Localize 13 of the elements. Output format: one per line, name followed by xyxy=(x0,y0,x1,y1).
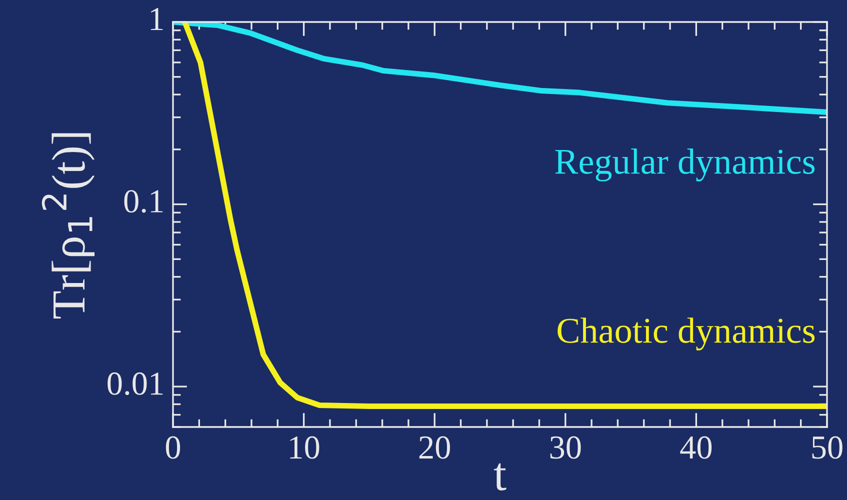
x-axis-title: t xyxy=(494,463,506,490)
y-tick-label: 1 xyxy=(150,8,163,30)
x-tick-label: 10 xyxy=(290,436,320,459)
x-tick-label: 20 xyxy=(419,436,450,459)
x-tick-label: 40 xyxy=(680,436,712,459)
x-tick-label: 50 xyxy=(812,436,842,459)
series-label: Regular dynamics xyxy=(555,148,815,182)
y-axis-title: Tr[ρ$_{1}$$^{2}$(t)] xyxy=(42,133,95,319)
y-tick-label: 0.01 xyxy=(108,372,163,396)
series-label: Chaotic dynamics xyxy=(558,318,815,350)
y-tick-label: 0.1 xyxy=(124,190,163,213)
x-tick-label: 30 xyxy=(550,436,581,459)
x-tick-label: 0 xyxy=(166,436,180,459)
